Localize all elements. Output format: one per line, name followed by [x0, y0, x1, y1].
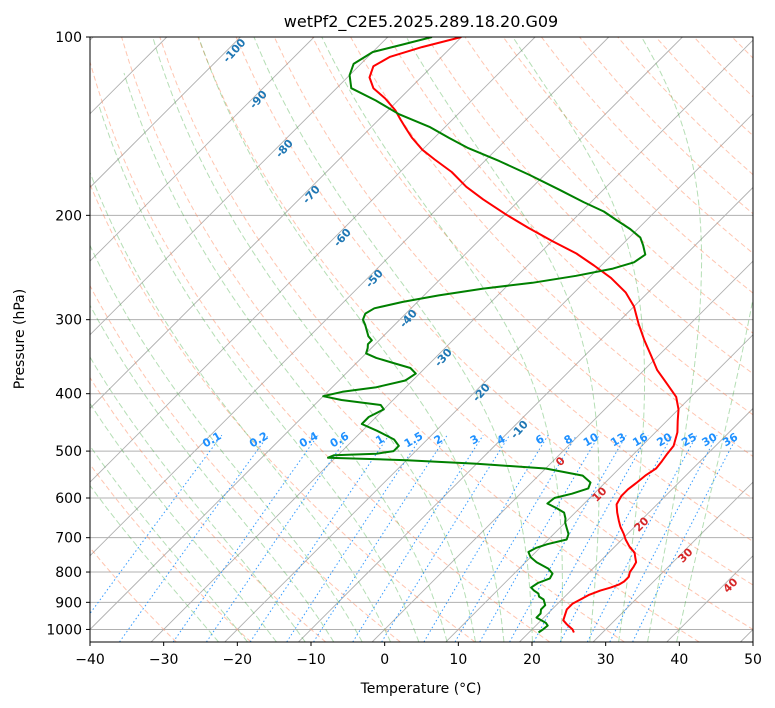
y-tick-label: 700 [55, 531, 82, 547]
moist-adiabat-line [98, 104, 420, 642]
y-tick-label: 100 [55, 30, 82, 46]
isotherm-line [90, 37, 536, 483]
mixing-ratio-line [509, 434, 627, 642]
moist-adiabat-line [90, 171, 392, 642]
mixing-ratio-line [205, 434, 350, 642]
y-tick-label: 500 [55, 444, 82, 460]
x-axis-label: Temperature (°C) [360, 681, 482, 697]
mixing-ratio-line [381, 434, 511, 642]
mixing-ratio-line [609, 434, 718, 642]
moist-adiabat-line [641, 37, 703, 642]
moist-adiabat-line [90, 402, 277, 642]
isotherm-line [90, 37, 315, 262]
x-tick-label: 20 [523, 652, 541, 668]
moist-adiabat-line [90, 244, 363, 642]
dry-adiabat-line [90, 463, 252, 642]
y-tick-label: 600 [55, 491, 82, 507]
dewpoint-profile-line [322, 37, 647, 634]
y-tick-label: 400 [55, 387, 82, 403]
mixing-ratio-line [423, 434, 549, 642]
x-tick-label: −40 [75, 652, 105, 668]
x-tick-label: −30 [149, 652, 179, 668]
background-lines [90, 37, 753, 642]
isotherm-line [592, 481, 753, 642]
dry-adiabat-line [388, 37, 753, 416]
isotherm-line [90, 37, 610, 557]
moist-adiabat-line [321, 37, 563, 642]
y-tick-label: 200 [55, 208, 82, 224]
dry-adiabat-line [426, 37, 753, 375]
y-tick-label: 900 [55, 595, 82, 611]
isotherm-line [90, 37, 389, 336]
moist-adiabat-line [512, 37, 646, 642]
isotherm-line [90, 37, 683, 631]
dry-adiabat-line [121, 37, 625, 642]
mixing-ratio-line [454, 434, 577, 642]
isotherm-line [150, 39, 753, 642]
moist-adiabat-line [90, 484, 219, 642]
moist-adiabat-line [253, 37, 533, 642]
mixing-ratio-line [352, 434, 484, 642]
y-tick-label: 300 [55, 313, 82, 329]
mixing-ratio-line [172, 434, 319, 642]
y-axis-label: Pressure (hPa) [12, 289, 28, 389]
y-tick-label: 1000 [46, 622, 82, 638]
dry-adiabat-line [90, 284, 401, 642]
isotherm-line [519, 407, 753, 642]
plot-frame [89, 36, 754, 643]
isotherm-line [90, 37, 462, 410]
mixing-ratio-line [533, 434, 649, 642]
moist-adiabat-line [123, 72, 448, 642]
dry-adiabat-line [311, 37, 753, 500]
x-tick-label: −20 [223, 652, 253, 668]
x-tick-label: 0 [380, 652, 389, 668]
isotherm-line [90, 37, 241, 189]
dry-adiabat-line [159, 37, 700, 642]
temperature-profile-line [368, 37, 680, 633]
moist-adiabat-line [90, 304, 335, 642]
moist-adiabat-line [676, 296, 753, 642]
dry-adiabat-line [90, 60, 551, 642]
y-tick-label: 800 [55, 565, 82, 581]
moist-adiabat-line [405, 37, 600, 642]
mixing-ratio-line [90, 434, 223, 615]
axes: −40 −30 −20 −10 0 10 20 30 40 50 100 200 300 400 500 60… [46, 30, 762, 668]
mixing-ratio-line [313, 434, 448, 642]
mixing-ratio-line [559, 434, 673, 642]
isotherm-line [224, 113, 753, 642]
x-tick-label: 50 [744, 652, 762, 668]
isotherm-line [445, 334, 753, 642]
dry-adiabat-line [90, 376, 327, 642]
x-tick-label: 40 [670, 652, 688, 668]
x-tick-label: 30 [597, 652, 615, 668]
moist-adiabat-line [198, 37, 505, 642]
isotherm-line [298, 186, 753, 642]
moist-adiabat-line [152, 37, 476, 642]
dry-adiabat-line [197, 37, 753, 630]
x-tick-label: −10 [296, 652, 326, 668]
chart-title: wetPf2_C2E5.2025.289.18.20.G09 [284, 12, 558, 32]
mixing-ratio-line [632, 434, 739, 642]
dry-adiabat-line [90, 182, 476, 642]
dry-adiabat-line [235, 37, 753, 586]
moist-adiabat-line [90, 356, 306, 642]
dry-adiabat-line [502, 37, 753, 294]
dry-adiabat-line [90, 546, 177, 642]
x-tick-label: 10 [449, 652, 467, 668]
isotherm-line [371, 260, 753, 642]
profiles [322, 37, 680, 634]
moist-adiabat-line [90, 445, 248, 642]
mixing-ratio-line [479, 434, 600, 642]
